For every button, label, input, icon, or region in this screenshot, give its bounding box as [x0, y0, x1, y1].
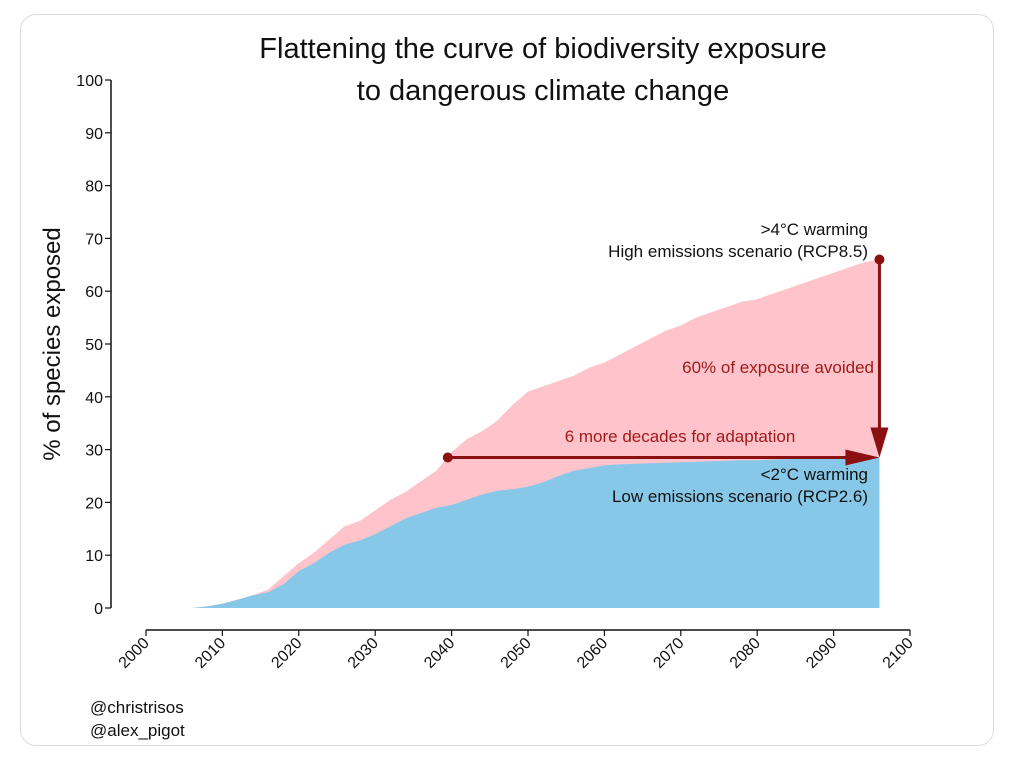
- low-scenario-name-label: Low emissions scenario (RCP2.6): [612, 487, 868, 506]
- x-tick-label: 2090: [803, 635, 840, 672]
- y-tick-label: 40: [85, 390, 103, 407]
- chart-arrows: [442, 254, 889, 466]
- x-tick-label: 2050: [498, 635, 535, 672]
- credit-handle-1[interactable]: @christrisos: [90, 698, 184, 717]
- y-tick-label: 10: [85, 548, 103, 565]
- x-tick-label: 2030: [345, 635, 382, 672]
- horizontal-arrow-start-dot: [442, 452, 453, 463]
- chart-title-line-1: Flattening the curve of biodiversity exp…: [259, 33, 826, 65]
- x-tick-label: 2080: [727, 635, 764, 672]
- y-tick-label: 50: [85, 337, 103, 354]
- y-tick-label: 100: [76, 73, 103, 90]
- vertical-arrow-head: [870, 427, 889, 458]
- x-tick-label: 2020: [268, 635, 305, 672]
- y-tick-label: 60: [85, 284, 103, 301]
- chart-areas: [191, 259, 880, 608]
- high-scenario-name-label: High emissions scenario (RCP8.5): [608, 242, 868, 261]
- x-tick-label: 2070: [650, 635, 687, 672]
- y-axis-label: % of species exposed: [39, 227, 66, 460]
- y-tick-label: 0: [94, 601, 103, 618]
- credits: @christrisos @alex_pigot: [90, 696, 185, 742]
- x-tick-label: 2100: [880, 635, 917, 672]
- chart-title-line-2: to dangerous climate change: [357, 75, 729, 107]
- x-tick-label: 2010: [192, 635, 229, 672]
- exposure-avoided-label: 60% of exposure avoided: [682, 358, 874, 377]
- y-tick-label: 70: [85, 231, 103, 248]
- credit-handle-2[interactable]: @alex_pigot: [90, 721, 185, 740]
- low-scenario-warming-label: <2°C warming: [761, 465, 868, 484]
- y-tick-label: 90: [85, 126, 103, 143]
- x-tick-label: 2000: [116, 635, 153, 672]
- x-tick-label: 2060: [574, 635, 611, 672]
- x-tick-label: 2040: [421, 635, 458, 672]
- horizontal-arrow-head: [845, 449, 880, 466]
- high-scenario-warming-label: >4°C warming: [761, 220, 868, 239]
- area-series-low-emissions: [191, 457, 880, 608]
- high-emissions-endpoint-dot: [874, 254, 885, 265]
- y-tick-label: 80: [85, 179, 103, 196]
- y-tick-label: 20: [85, 495, 103, 512]
- y-tick-label: 30: [85, 443, 103, 460]
- decades-adaptation-label: 6 more decades for adaptation: [565, 427, 796, 446]
